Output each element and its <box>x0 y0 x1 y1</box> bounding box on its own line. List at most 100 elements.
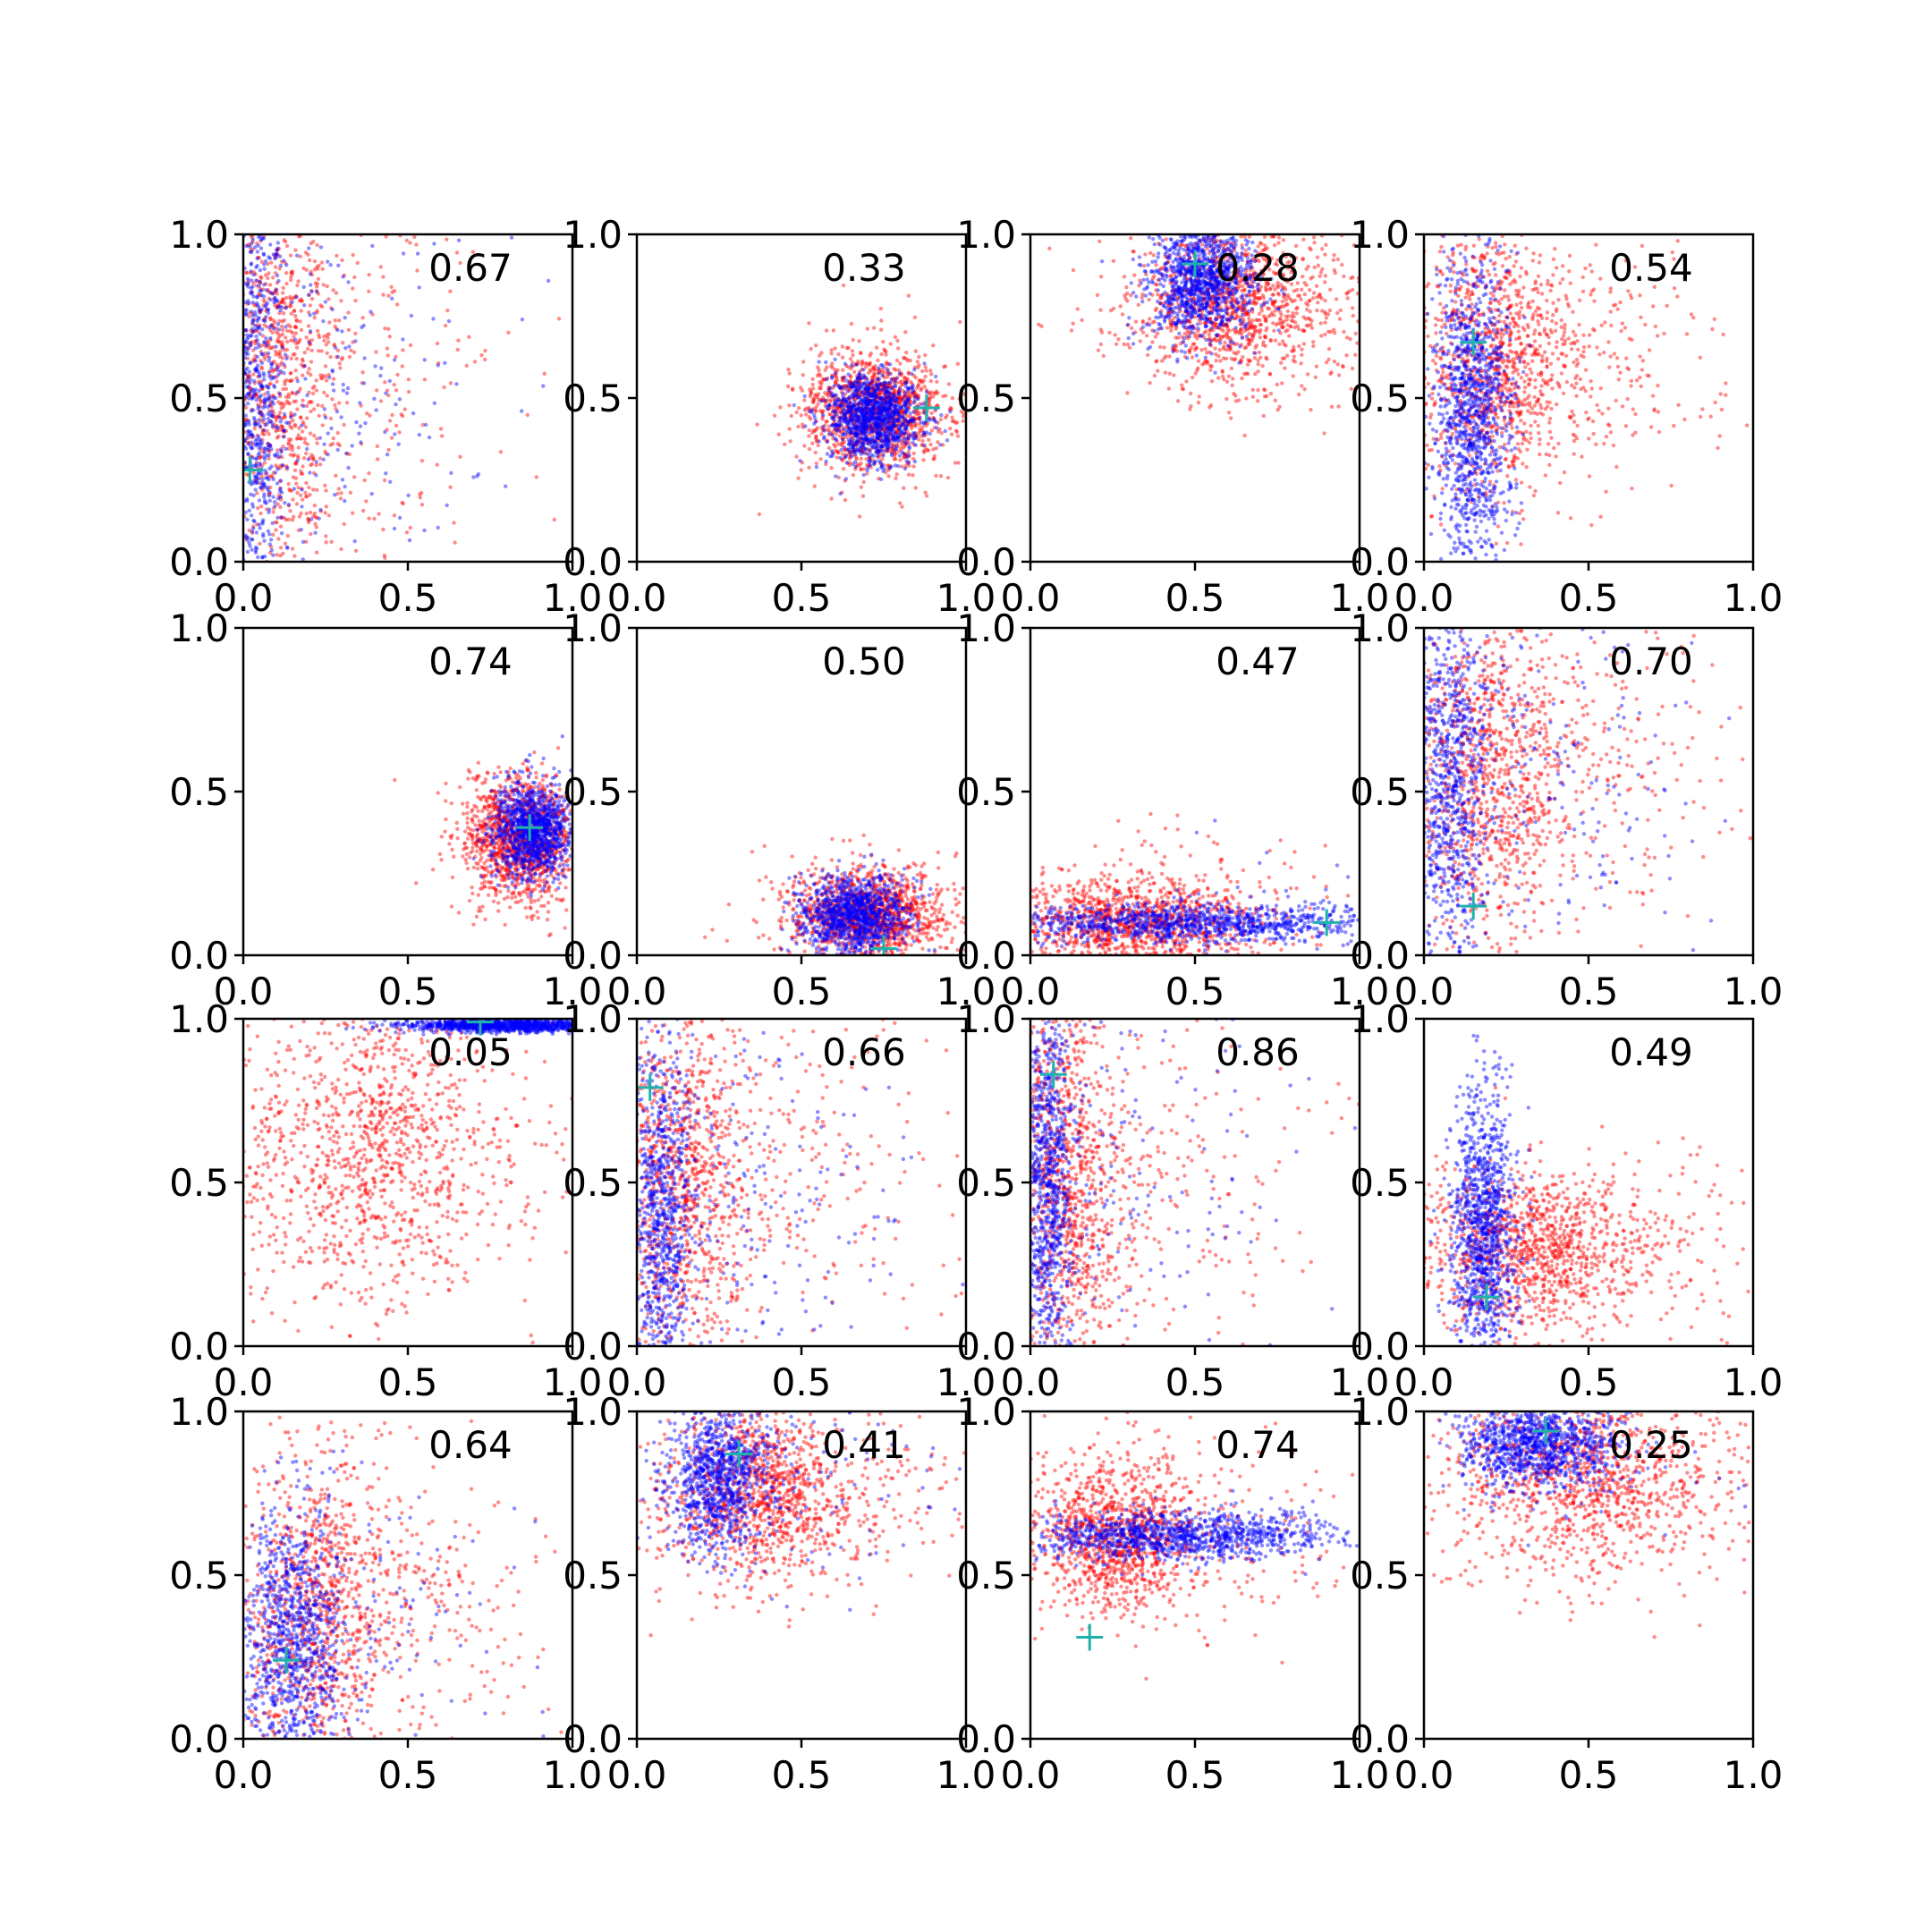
red-point <box>903 404 908 409</box>
blue-point <box>259 288 264 292</box>
red-point <box>1167 371 1173 376</box>
blue-point <box>267 510 271 514</box>
red-point <box>1047 246 1052 250</box>
red-point <box>876 424 880 428</box>
blue-point <box>244 283 250 287</box>
red-point <box>826 445 832 450</box>
blue-point <box>256 470 260 476</box>
red-point <box>309 372 313 377</box>
blue-point <box>847 427 852 431</box>
red-point <box>941 443 945 447</box>
blue-point <box>859 386 863 391</box>
red-point <box>825 419 829 424</box>
blue-point <box>253 545 258 550</box>
red-point <box>859 436 863 441</box>
blue-point <box>263 500 267 505</box>
blue-point <box>361 323 366 328</box>
red-point <box>306 252 310 257</box>
red-point <box>245 301 250 307</box>
red-point <box>309 272 315 277</box>
blue-point <box>887 371 892 377</box>
blue-point <box>910 390 915 394</box>
blue-point <box>321 318 326 324</box>
blue-point <box>261 413 266 418</box>
blue-point <box>888 423 893 428</box>
blue-point <box>839 416 843 421</box>
red-point <box>841 436 845 441</box>
red-point <box>807 446 812 452</box>
blue-point <box>259 360 265 365</box>
red-point <box>850 360 855 365</box>
red-point <box>259 386 264 391</box>
red-point <box>273 320 277 325</box>
red-point <box>247 310 252 315</box>
blue-point <box>899 404 903 410</box>
red-point <box>292 325 298 329</box>
blue-point <box>262 340 267 344</box>
red-point <box>1348 336 1352 342</box>
blue-point <box>843 455 847 460</box>
red-point <box>920 438 925 444</box>
blue-point <box>857 372 861 377</box>
red-point <box>305 442 309 446</box>
red-point <box>833 368 837 372</box>
red-point <box>833 448 838 453</box>
red-point <box>934 473 938 479</box>
red-point <box>873 411 877 416</box>
red-point <box>1189 404 1193 409</box>
red-point <box>858 377 862 381</box>
blue-point <box>266 310 271 316</box>
red-point <box>313 521 318 526</box>
red-point <box>880 397 885 402</box>
blue-point <box>244 243 249 249</box>
blue-point <box>267 370 271 375</box>
red-point <box>860 437 865 442</box>
red-point <box>852 379 858 384</box>
blue-point <box>895 424 901 428</box>
red-point <box>817 368 821 373</box>
red-point <box>279 401 284 405</box>
red-point <box>401 348 405 352</box>
red-point <box>864 376 869 380</box>
red-point <box>280 416 284 421</box>
red-point <box>905 396 911 401</box>
red-point <box>314 378 318 383</box>
red-point <box>902 454 907 459</box>
blue-point <box>276 372 281 377</box>
red-point <box>283 365 287 369</box>
blue-point <box>372 396 377 401</box>
red-point <box>299 327 304 333</box>
red-point <box>262 432 267 436</box>
red-point <box>1333 331 1337 335</box>
red-point <box>875 416 879 421</box>
red-point <box>1224 396 1229 402</box>
red-point <box>258 410 262 414</box>
blue-point <box>907 446 911 451</box>
red-point <box>1258 318 1262 323</box>
red-point <box>886 468 891 472</box>
red-point <box>886 445 890 450</box>
red-point <box>891 418 896 422</box>
red-point <box>308 343 312 347</box>
blue-point <box>255 295 259 300</box>
red-point <box>251 524 256 529</box>
red-point <box>894 368 898 372</box>
red-point <box>284 354 290 359</box>
red-point <box>892 425 896 430</box>
red-point <box>887 406 892 411</box>
blue-point <box>271 252 275 257</box>
blue-point <box>873 402 877 407</box>
red-point <box>843 479 847 483</box>
red-point <box>1153 308 1158 313</box>
red-point <box>277 318 282 323</box>
blue-point <box>903 381 908 386</box>
blue-point <box>893 404 897 409</box>
red-point <box>1304 323 1309 328</box>
blue-point <box>878 408 883 413</box>
red-point <box>881 339 886 344</box>
red-point <box>843 414 847 419</box>
red-point <box>834 374 838 378</box>
red-point <box>906 419 911 424</box>
red-point <box>892 380 896 385</box>
red-point <box>296 436 301 441</box>
